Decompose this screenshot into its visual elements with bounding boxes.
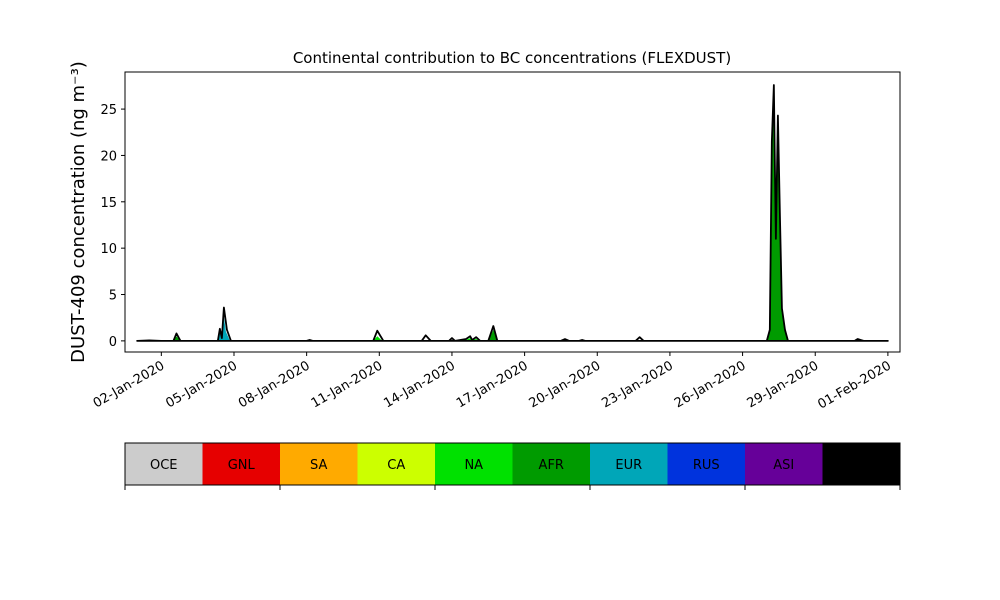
x-tick-label: 17-Jan-2020 <box>454 358 531 411</box>
legend-label-afr: AFR <box>539 458 564 473</box>
y-tick-label: 25 <box>100 103 117 118</box>
y-tick-label: 0 <box>109 335 117 350</box>
region-legend: OCE GNL SA CA NA AFR EUR RUS ASI AUS <box>124 442 901 490</box>
legend-label-asi: ASI <box>773 458 794 473</box>
x-axis: 02-Jan-202005-Jan-202008-Jan-202011-Jan-… <box>91 352 894 412</box>
plot-frame <box>124 71 901 353</box>
legend-swatch-afr <box>512 443 590 485</box>
x-tick-label: 05-Jan-2020 <box>163 358 240 411</box>
y-axis: 0 5 10 15 20 25 <box>100 103 125 350</box>
legend-label-aus: AUS <box>848 458 875 473</box>
legend-swatch-rus <box>667 443 745 485</box>
y-tick-label: 5 <box>109 289 117 304</box>
legend-label-eur: EUR <box>615 458 642 473</box>
legend-frame <box>124 442 901 486</box>
x-tick-label: 02-Jan-2020 <box>91 358 168 411</box>
x-tick-label: 11-Jan-2020 <box>309 358 386 411</box>
legend-swatch-oce <box>125 443 203 485</box>
plot-series-layer <box>136 84 889 342</box>
legend-swatch-na <box>435 443 513 485</box>
chart-title: Continental contribution to BC concentra… <box>293 49 731 67</box>
legend-swatch-asi <box>745 443 823 485</box>
legend-label-gnl: GNL <box>228 458 256 473</box>
legend-label-sa: SA <box>310 458 327 473</box>
legend-label-rus: RUS <box>693 458 720 473</box>
x-tick-label: 29-Jan-2020 <box>745 358 822 411</box>
legend-label-na: NA <box>464 458 483 473</box>
x-tick-label: 01-Feb-2020 <box>815 358 894 412</box>
x-tick-label: 14-Jan-2020 <box>381 358 458 411</box>
x-tick-label: 20-Jan-2020 <box>527 358 604 411</box>
x-tick-label: 26-Jan-2020 <box>672 358 749 411</box>
x-tick-label: 08-Jan-2020 <box>236 358 313 411</box>
y-tick-label: 20 <box>100 149 117 164</box>
y-axis-label: DUST-409 concentration (ng m⁻³) <box>68 61 89 363</box>
legend-swatch-eur <box>590 443 668 485</box>
series-aus <box>136 84 889 342</box>
legend-swatch-ca <box>357 443 435 485</box>
y-tick-label: 15 <box>100 196 117 211</box>
x-tick-label: 23-Jan-2020 <box>599 358 676 411</box>
legend-swatch-aus <box>822 443 900 485</box>
legend-label-oce: OCE <box>150 458 178 473</box>
legend-label-ca: CA <box>387 458 405 473</box>
legend-swatch-sa <box>280 443 358 485</box>
legend-swatch-gnl <box>202 443 280 485</box>
y-tick-label: 10 <box>100 242 117 257</box>
